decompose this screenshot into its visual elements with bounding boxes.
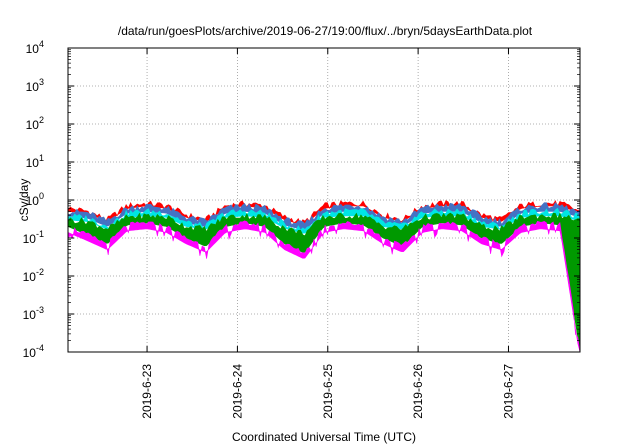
y-tick-label: 100 <box>26 191 44 208</box>
y-tick-label: 101 <box>26 153 44 170</box>
grid-lines <box>68 48 580 352</box>
y-tick-label: 10-1 <box>23 229 44 246</box>
series-band <box>67 220 581 353</box>
x-axis-ticks: 2019-6-23 2019-6-24 2019-6-25 2019-6-26 2019… <box>140 48 515 419</box>
x-tick-label: 2019-6-26 <box>411 364 425 419</box>
series-band <box>67 212 581 353</box>
chart-title: /data/run/goesPlots/archive/2019-06-27/1… <box>118 24 533 38</box>
y-tick-label: 10-3 <box>23 305 44 322</box>
y-tick-label: 104 <box>26 39 44 56</box>
y-tick-label: 102 <box>26 115 44 132</box>
y-axis-label: cSv/day <box>17 179 31 222</box>
x-tick-label: 2019-6-25 <box>321 364 335 419</box>
y-axis-ticks: 10-4 10-3 10-2 10-1 100 101 102 103 104 <box>23 39 580 360</box>
x-axis-label: Coordinated Universal Time (UTC) <box>232 430 416 444</box>
x-tick-label: 2019-6-27 <box>501 364 515 419</box>
y-tick-label: 10-2 <box>23 267 44 284</box>
x-tick-label: 2019-6-24 <box>230 364 244 419</box>
y-tick-label: 103 <box>26 77 44 94</box>
x-tick-label: 2019-6-23 <box>140 364 154 419</box>
y-tick-label: 10-4 <box>23 343 44 360</box>
